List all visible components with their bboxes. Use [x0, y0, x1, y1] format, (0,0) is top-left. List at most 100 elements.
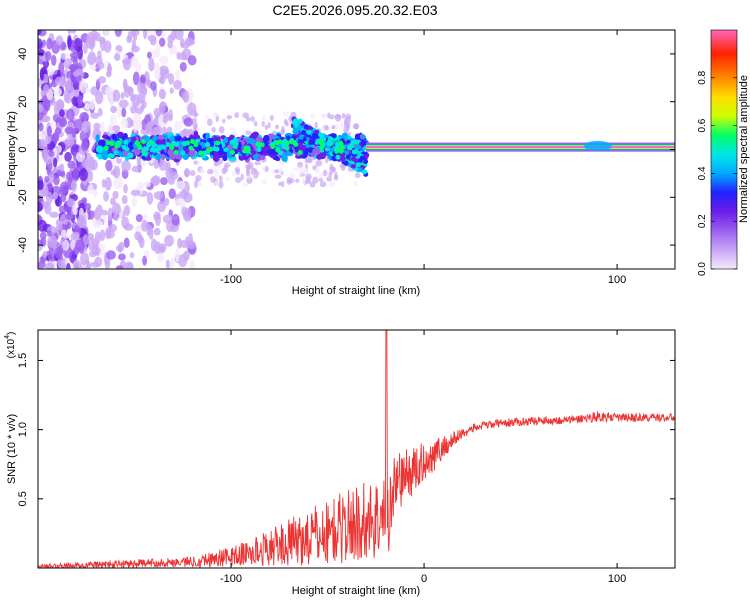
noise-speckle	[64, 126, 75, 135]
snr-ticks: -100 0 100 0.5 1.0 1.5	[17, 330, 675, 585]
noise-speckle	[192, 122, 198, 130]
noise-speckle	[322, 169, 328, 177]
noise-speckle	[193, 110, 198, 118]
noise-speckle	[153, 227, 161, 236]
band-cell	[130, 136, 137, 142]
snr-frame	[37, 329, 676, 569]
noise-speckle	[153, 191, 164, 200]
noise-speckle	[90, 112, 100, 119]
arc-cell	[306, 129, 312, 135]
y-tick-label: 1.5	[17, 353, 29, 368]
noise-speckle	[104, 177, 112, 191]
noise-speckle	[86, 170, 94, 182]
band-peak	[273, 140, 279, 146]
noise-speckle	[144, 249, 150, 258]
noise-speckle	[117, 244, 123, 253]
band-peak	[205, 148, 211, 154]
noise-speckle	[131, 165, 142, 173]
band-peak	[105, 140, 111, 146]
x-tick-label: 100	[608, 573, 626, 585]
noise-speckle	[156, 44, 161, 58]
noise-speckle	[67, 34, 72, 48]
noise-speckle	[72, 206, 78, 216]
noise-speckle	[93, 208, 102, 220]
noise-speckle	[178, 190, 189, 199]
noise-speckle	[79, 129, 89, 143]
noise-speckle	[232, 169, 237, 177]
noise-speckle	[67, 160, 76, 169]
noise-speckle	[103, 40, 112, 53]
noise-speckle	[53, 175, 60, 186]
noise-speckle	[240, 173, 244, 181]
band-cell	[346, 139, 351, 144]
noise-speckle	[66, 76, 72, 91]
noise-speckle	[170, 30, 177, 41]
arc-cell	[340, 156, 346, 162]
band-peak	[140, 139, 146, 145]
band-cell	[312, 148, 321, 155]
noise-speckle	[123, 237, 130, 249]
noise-speckle	[105, 159, 113, 172]
band-peak	[229, 139, 235, 145]
noise-speckle	[66, 262, 71, 269]
noise-speckle	[66, 108, 75, 121]
noise-speckle	[81, 158, 89, 168]
noise-speckle	[179, 37, 185, 48]
noise-speckle	[143, 30, 148, 40]
noise-speckle	[167, 41, 173, 49]
noise-speckle	[277, 167, 283, 175]
band-cell	[361, 140, 368, 146]
noise-speckle	[134, 231, 142, 241]
noise-speckle	[328, 171, 333, 178]
noise-speckle	[58, 163, 65, 172]
noise-speckle	[58, 205, 67, 214]
x-tick-label: -100	[220, 274, 242, 286]
band-peak	[156, 145, 162, 151]
noise-speckle	[205, 114, 210, 120]
noise-speckle	[166, 220, 175, 233]
band-cell	[107, 152, 115, 159]
band-peak	[193, 142, 199, 148]
band-peak	[144, 146, 150, 152]
noise-speckle	[352, 124, 359, 130]
noise-speckle	[199, 168, 205, 175]
noise-speckle	[278, 181, 283, 187]
noise-speckle	[113, 165, 121, 179]
noise-speckle	[141, 220, 148, 232]
noise-speckle	[306, 158, 313, 164]
noise-speckle	[184, 37, 194, 47]
noise-speckle	[114, 53, 121, 61]
noise-speckle	[217, 158, 224, 165]
noise-speckle	[188, 232, 193, 246]
snr-xlabel: Height of straight line (km)	[292, 585, 420, 597]
band-cell	[294, 145, 299, 153]
noise-speckle	[84, 203, 92, 211]
arc-cell	[292, 118, 298, 124]
band-cell	[212, 154, 220, 162]
noise-speckle	[179, 52, 187, 61]
noise-speckle	[292, 167, 300, 172]
arc-cell	[363, 159, 369, 165]
y-tick-label: -40	[17, 237, 29, 253]
band-peak	[319, 144, 325, 150]
snr-panel: -100 0 100 0.5 1.0 1.5 Height of straight lin…	[4, 329, 676, 597]
y-tick-label: 20	[17, 96, 29, 108]
noise-speckle	[38, 48, 45, 57]
noise-speckle	[72, 70, 81, 77]
noise-speckle	[89, 64, 97, 71]
noise-speckle	[54, 76, 64, 86]
arc-cell	[301, 129, 307, 135]
noise-speckle	[42, 115, 51, 123]
noise-speckle	[235, 168, 240, 175]
band-peak	[181, 141, 187, 147]
noise-speckle	[179, 239, 189, 248]
noise-speckle	[87, 53, 96, 66]
noise-speckle	[322, 113, 328, 119]
noise-speckle	[66, 198, 76, 208]
noise-speckle	[250, 167, 256, 176]
band-cell	[167, 149, 174, 156]
noise-speckle	[329, 166, 336, 174]
band-peak	[326, 141, 332, 147]
noise-speckle	[58, 221, 63, 232]
arc-cell	[335, 154, 341, 160]
